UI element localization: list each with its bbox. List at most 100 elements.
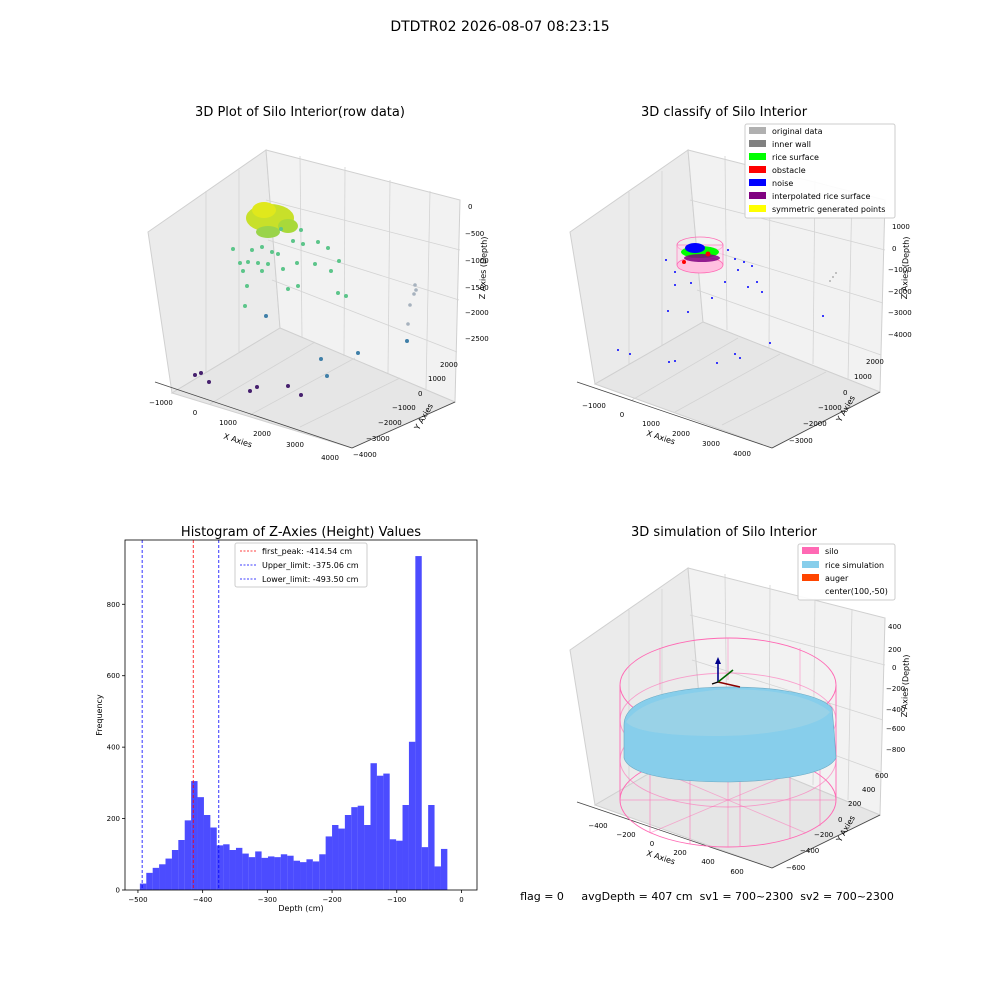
y-tick-label: 800 xyxy=(107,601,120,609)
data-point xyxy=(255,385,259,389)
y-axis-line xyxy=(771,814,881,869)
obstacle-point xyxy=(705,251,711,257)
legend-swatch xyxy=(749,127,766,134)
data-point xyxy=(256,261,260,265)
z-tick-label: 1000 xyxy=(892,223,910,231)
panel-simulation-3d: 3D simulation of Silo Interior xyxy=(569,525,911,876)
y-tick-label: −2000 xyxy=(803,420,827,428)
z-tick-label: −200 xyxy=(886,685,905,693)
x-tick-label: −1000 xyxy=(149,399,173,407)
histogram-bar xyxy=(364,825,371,890)
z-tick-label: −400 xyxy=(886,706,905,714)
x-tick-label: 4000 xyxy=(733,450,751,458)
histogram-bar xyxy=(344,815,352,890)
legend-swatch xyxy=(749,166,766,173)
histogram-bar xyxy=(184,820,192,890)
x-tick-label: 0 xyxy=(620,411,624,419)
noise-point xyxy=(747,286,749,288)
x-tick-label: 4000 xyxy=(321,454,339,462)
noise-point xyxy=(727,249,729,251)
histogram-bar xyxy=(210,827,217,890)
auger-base xyxy=(711,681,719,685)
panel-raw-3d: 3D Plot of Silo Interior(row data) xyxy=(147,105,489,462)
data-point xyxy=(336,291,340,295)
z-axis-label: Z Axies (Depth) xyxy=(900,654,911,717)
data-point xyxy=(260,269,264,273)
x-tick-label: −200 xyxy=(322,896,341,904)
rice-surface-cluster xyxy=(252,202,276,218)
z-axis-label: Z Axies (Depth) xyxy=(900,236,911,299)
x-tick-label: −300 xyxy=(258,896,277,904)
data-point xyxy=(199,371,203,375)
x-axis-line xyxy=(154,381,353,449)
rice-simulation-surface xyxy=(623,686,837,783)
z-tick-label: −2000 xyxy=(888,288,912,296)
data-point xyxy=(412,292,416,296)
obstacle-point xyxy=(682,260,686,264)
noise-scatter xyxy=(617,249,824,364)
histogram-bar xyxy=(191,781,198,890)
noise-point xyxy=(674,360,676,362)
data-point xyxy=(193,373,197,377)
legend-swatch xyxy=(802,547,819,554)
y-tick-label: 1000 xyxy=(428,375,446,383)
legend-label: noise xyxy=(772,179,793,188)
noise-point xyxy=(822,315,824,317)
data-point xyxy=(286,287,290,291)
classified-silo-cylinder xyxy=(676,236,724,274)
x-axis-line xyxy=(576,801,773,869)
data-point xyxy=(337,259,341,263)
legend-swatch xyxy=(749,140,766,147)
data-point xyxy=(326,246,330,250)
data-point xyxy=(231,247,235,251)
y-tick-label: 0 xyxy=(116,887,120,895)
noise-point xyxy=(743,261,745,263)
noise-point xyxy=(739,357,741,359)
y-tick-label: 1000 xyxy=(854,373,872,381)
auger-z-arrowhead xyxy=(715,657,721,664)
histogram-bar xyxy=(306,859,313,890)
data-point xyxy=(295,261,299,265)
x-tick-label: 2000 xyxy=(672,430,690,438)
histogram-bar xyxy=(171,850,179,890)
histogram-bar xyxy=(332,825,339,890)
data-point xyxy=(241,269,245,273)
x-tick-label: 3000 xyxy=(286,441,304,449)
z-ticks: 400 200 0 −200 −400 −600 −800 xyxy=(886,623,905,754)
x-tick-label: 1000 xyxy=(642,420,660,428)
histogram-bar xyxy=(197,797,204,890)
x-ticks: −1000 0 1000 2000 3000 4000 xyxy=(582,402,751,458)
y-tick-label: −4000 xyxy=(353,451,377,459)
histogram-bar xyxy=(248,857,256,890)
data-point xyxy=(301,242,305,246)
interpolated-surface-points xyxy=(684,254,720,262)
histogram-bar xyxy=(376,775,384,890)
histogram-bar xyxy=(261,857,268,890)
noise-point xyxy=(734,353,736,355)
data-point xyxy=(325,374,329,378)
legend-swatch xyxy=(749,192,766,199)
y-ticks: 2000 1000 0 −1000 −2000 −3000 xyxy=(789,358,884,445)
z-tick-label: −800 xyxy=(886,746,905,754)
legend-label: silo xyxy=(825,547,839,556)
y-tick-label: 200 xyxy=(107,815,120,823)
y-ticks: 600 400 200 0 −200 −400 −600 xyxy=(786,772,888,872)
panel-classify-3d: 3D classify of Silo Interior xyxy=(569,105,912,458)
histogram-bar xyxy=(178,840,185,890)
data-point xyxy=(260,245,264,249)
y-tick-label: −3000 xyxy=(366,435,390,443)
data-point xyxy=(299,228,303,232)
data-point xyxy=(281,267,285,271)
data-point xyxy=(329,269,333,273)
histogram-bar xyxy=(165,858,172,890)
z-axis-label: Z Axies (Depth) xyxy=(478,236,489,299)
x-tick-label: 200 xyxy=(673,849,686,857)
histogram-bar xyxy=(268,856,275,890)
legend-swatch xyxy=(749,179,766,186)
legend-box xyxy=(797,543,896,601)
rice-surface-cluster xyxy=(256,226,280,238)
data-point xyxy=(248,389,252,393)
y-tick-label: 2000 xyxy=(866,358,884,366)
y-tick-label: −3000 xyxy=(789,437,813,445)
